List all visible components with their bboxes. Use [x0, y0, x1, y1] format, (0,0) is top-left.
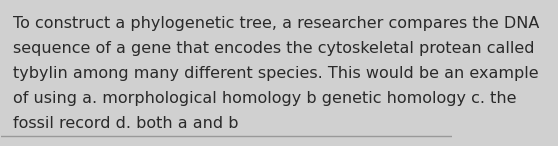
Text: sequence of a gene that encodes the cytoskeletal protean called: sequence of a gene that encodes the cyto…: [13, 41, 534, 56]
Text: tybylin among many different species. This would be an example: tybylin among many different species. Th…: [13, 66, 538, 81]
Text: fossil record d. both a and b: fossil record d. both a and b: [13, 116, 238, 131]
Text: of using a. morphological homology b genetic homology c. the: of using a. morphological homology b gen…: [13, 91, 516, 106]
Text: To construct a phylogenetic tree, a researcher compares the DNA: To construct a phylogenetic tree, a rese…: [13, 16, 539, 31]
